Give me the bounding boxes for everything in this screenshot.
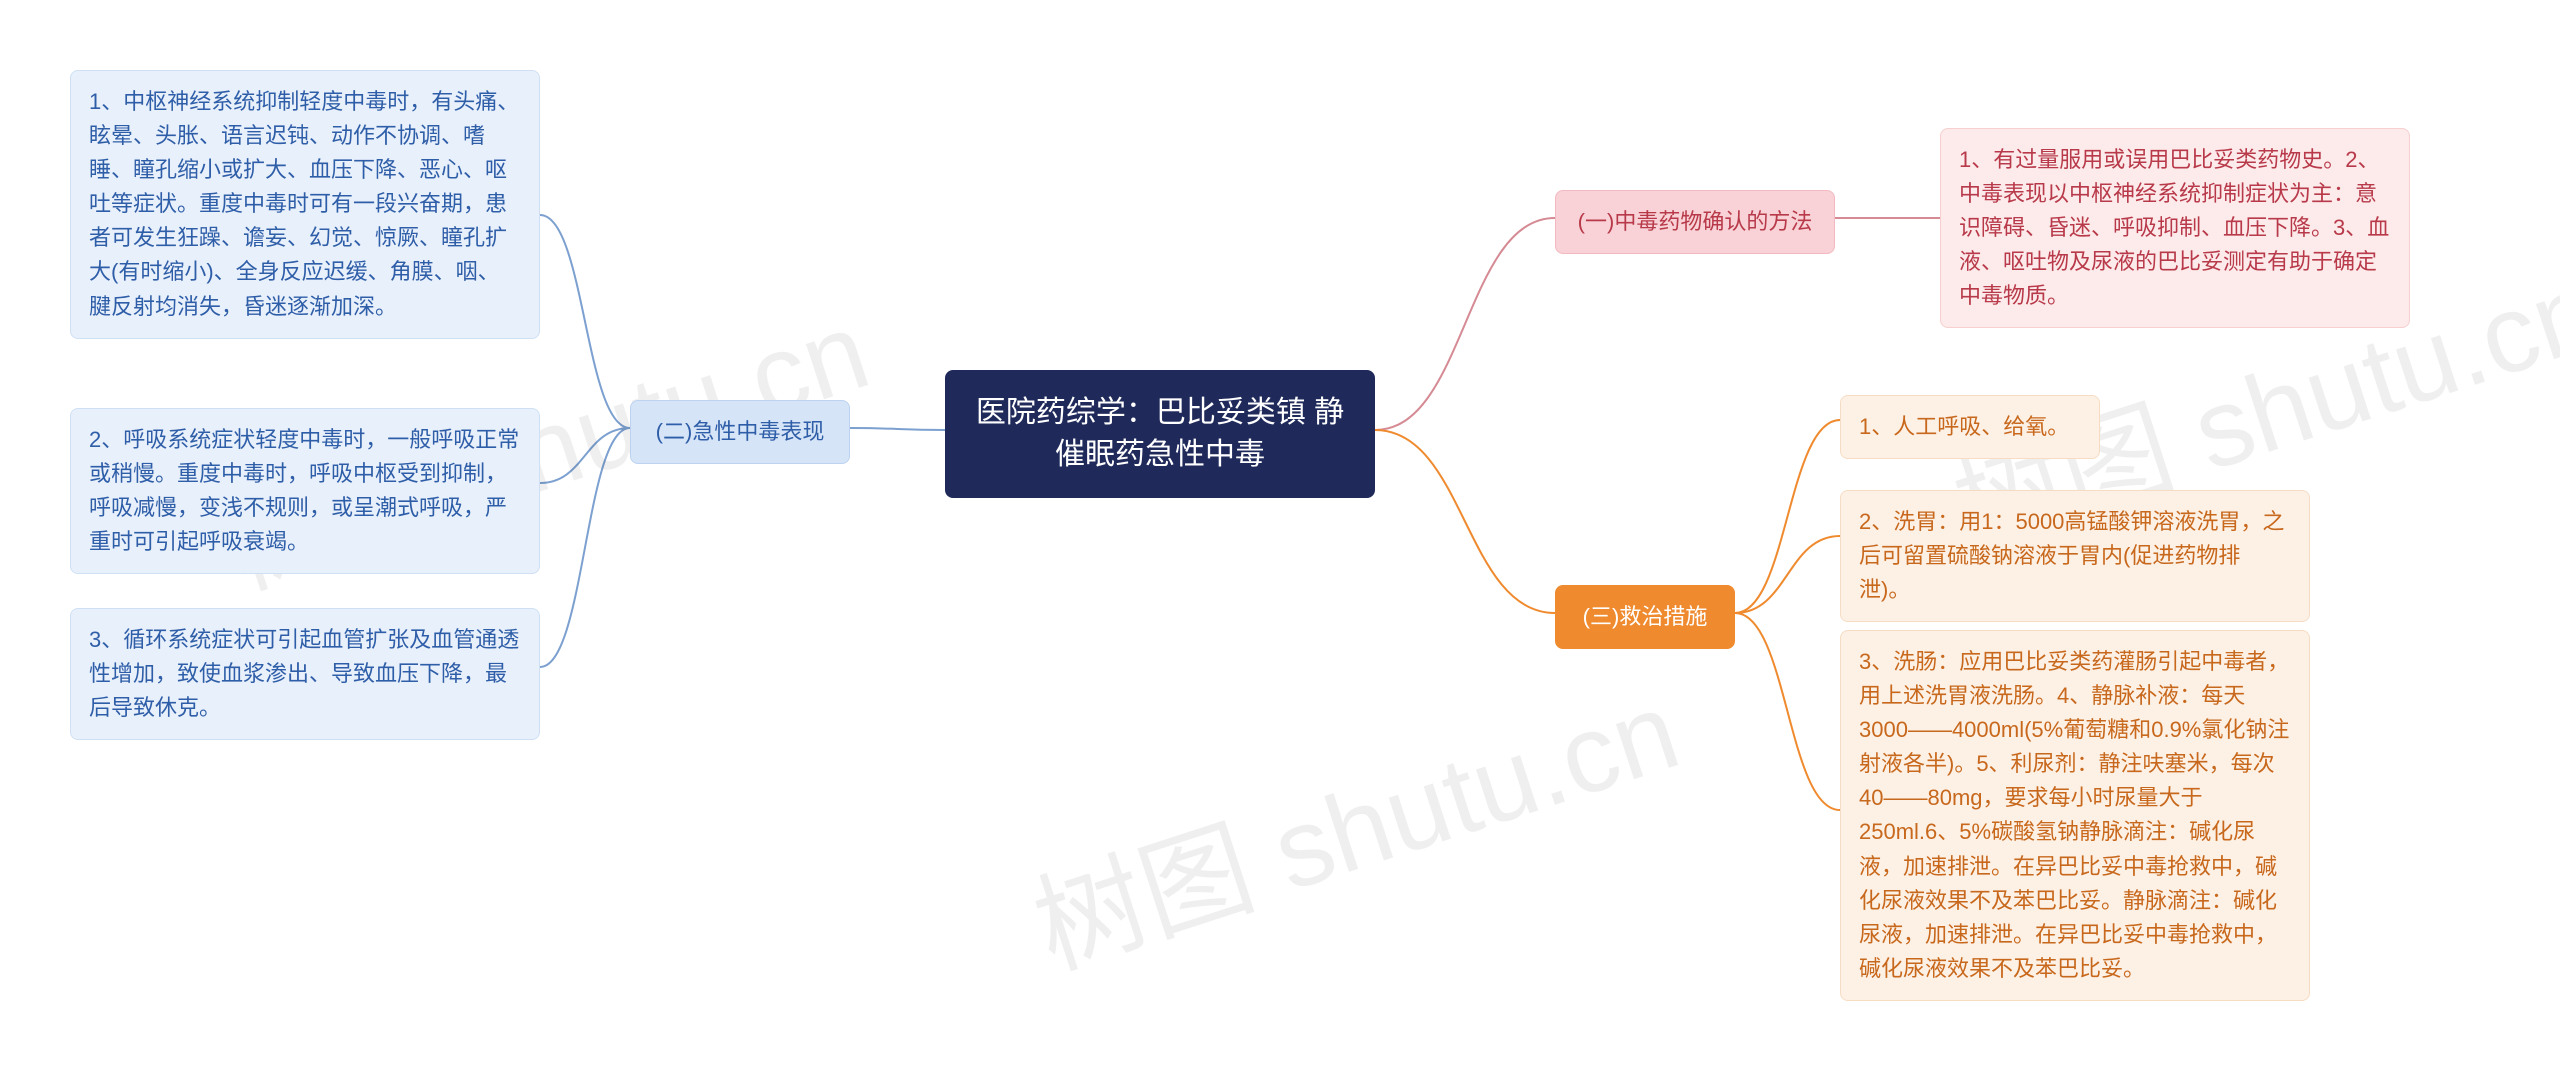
branch-1: (一)中毒药物确认的方法	[1555, 190, 1835, 254]
branch-1-leaf-1: 1、有过量服用或误用巴比妥类药物史。2、中毒表现以中枢神经系统抑制症状为主：意识…	[1940, 128, 2410, 328]
branch-2-leaf-3: 3、循环系统症状可引起血管扩张及血管通透性增加，致使血浆渗出、导致血压下降，最后…	[70, 608, 540, 740]
branch-3: (三)救治措施	[1555, 585, 1735, 649]
watermark: 树图 shutu.cn	[1012, 641, 1695, 999]
root-node: 医院药综学：巴比妥类镇 静催眠药急性中毒	[945, 370, 1375, 498]
branch-2: (二)急性中毒表现	[630, 400, 850, 464]
branch-3-leaf-2: 2、洗胃：用1：5000高锰酸钾溶液洗胃，之后可留置硫酸钠溶液于胃内(促进药物排…	[1840, 490, 2310, 622]
branch-2-leaf-2: 2、呼吸系统症状轻度中毒时，一般呼吸正常或稍慢。重度中毒时，呼吸中枢受到抑制，呼…	[70, 408, 540, 574]
branch-3-leaf-1: 1、人工呼吸、给氧。	[1840, 395, 2100, 459]
branch-2-leaf-1: 1、中枢神经系统抑制轻度中毒时，有头痛、眩晕、头胀、语言迟钝、动作不协调、嗜睡、…	[70, 70, 540, 339]
branch-3-leaf-3: 3、洗肠：应用巴比妥类药灌肠引起中毒者，用上述洗胃液洗肠。4、静脉补液：每天30…	[1840, 630, 2310, 1001]
